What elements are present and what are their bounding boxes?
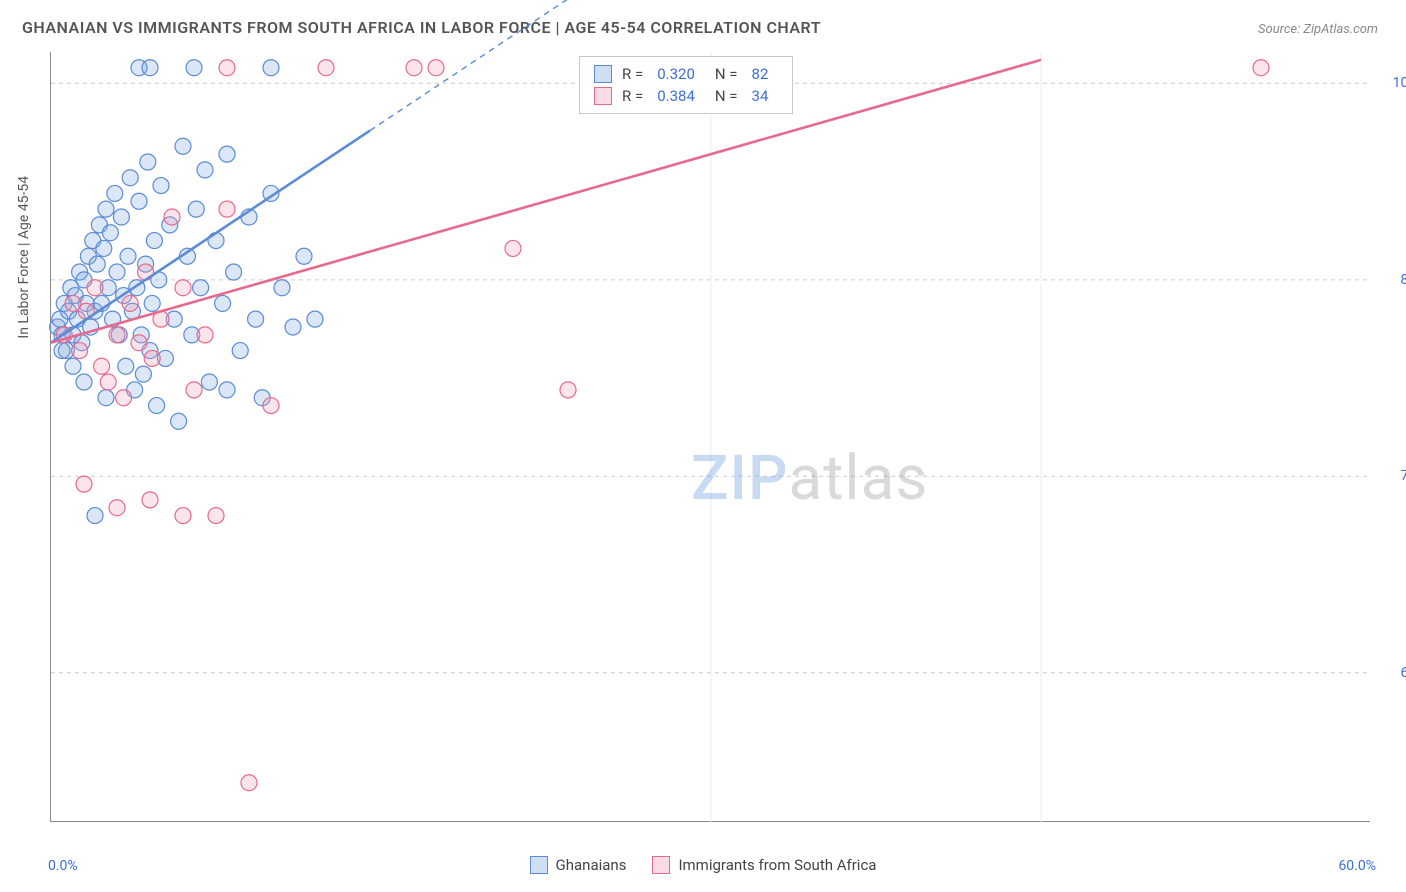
legend-swatch bbox=[530, 856, 548, 874]
series-legend-item: Ghanaians bbox=[530, 856, 627, 874]
legend-swatch bbox=[652, 856, 670, 874]
n-value: 34 bbox=[752, 87, 769, 105]
n-label: N = bbox=[715, 87, 738, 105]
r-value: 0.384 bbox=[657, 87, 695, 105]
chart-svg-layer bbox=[51, 52, 1370, 821]
source-attribution: Source: ZipAtlas.com bbox=[1258, 22, 1378, 37]
plot-area: ZIPatlas R =0.320N =82R =0.384N =34 62.5… bbox=[50, 52, 1370, 822]
y-tick-label: 75.0% bbox=[1378, 468, 1406, 484]
legend-swatch bbox=[594, 87, 612, 105]
legend-swatch bbox=[594, 65, 612, 83]
series-legend-label: Ghanaians bbox=[556, 856, 627, 874]
y-tick-label: 100.0% bbox=[1378, 75, 1406, 91]
series-legend-label: Immigrants from South Africa bbox=[678, 856, 876, 874]
series-legend-item: Immigrants from South Africa bbox=[652, 856, 876, 874]
y-axis-title: In Labor Force | Age 45-54 bbox=[16, 176, 32, 339]
stats-legend-row: R = 0.384 N = 34 bbox=[594, 85, 778, 107]
stats-legend: R = 0.320 N = 82 R = 0.384 N = 34 bbox=[579, 56, 793, 114]
series-legend: Ghanaians Immigrants from South Africa bbox=[0, 856, 1406, 874]
r-value: 0.320 bbox=[657, 65, 695, 83]
n-value: 82 bbox=[752, 65, 769, 83]
stats-legend-row: R = 0.320 N = 82 bbox=[594, 63, 778, 85]
r-label: R = bbox=[622, 87, 643, 105]
y-tick-label: 62.5% bbox=[1378, 665, 1406, 681]
chart-title: GHANAIAN VS IMMIGRANTS FROM SOUTH AFRICA… bbox=[22, 18, 821, 37]
n-label: N = bbox=[715, 65, 738, 83]
y-tick-label: 87.5% bbox=[1378, 272, 1406, 288]
r-label: R = bbox=[622, 65, 643, 83]
